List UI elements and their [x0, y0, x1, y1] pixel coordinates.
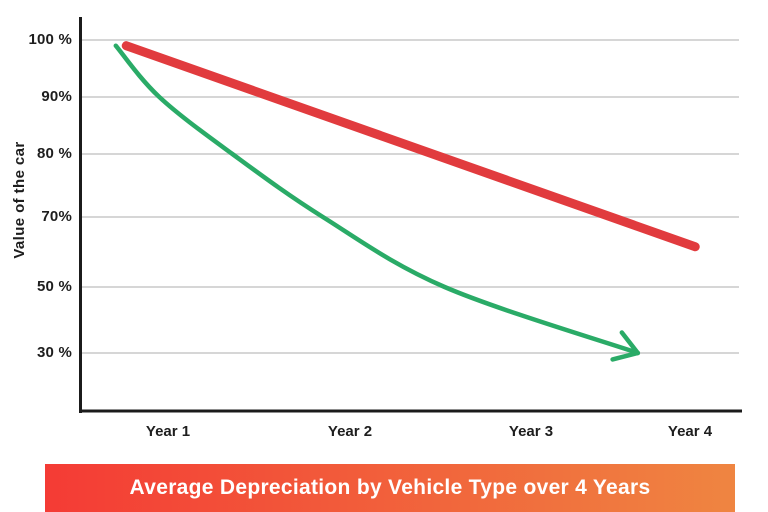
- arrowhead-barb: [619, 330, 641, 356]
- y-tick-label-50: 50 %: [37, 278, 72, 295]
- y-tick-label-80: 80 %: [37, 145, 72, 162]
- x-tick-label-year4: Year 4: [667, 423, 713, 440]
- y-tick-label-30: 30 %: [37, 344, 72, 361]
- banner-title: Average Depreciation by Vehicle Type ove…: [129, 476, 651, 499]
- y-tick-label-90: 90%: [41, 88, 72, 105]
- green-curved-line: [113, 43, 641, 356]
- depreciation-chart: Value of the car 100 % 90% 80 % 70% 50 %…: [11, 17, 742, 440]
- x-tick-label-year3: Year 3: [508, 423, 554, 440]
- red-straight-line: [121, 41, 700, 252]
- arrowhead-barb: [610, 350, 641, 362]
- y-tick-label-100: 100 %: [28, 31, 72, 48]
- x-tick-label-year1: Year 1: [145, 423, 191, 440]
- y-tick-label-70: 70%: [41, 208, 72, 225]
- plot-svg: [79, 17, 742, 413]
- title-banner: Average Depreciation by Vehicle Type ove…: [45, 464, 735, 512]
- x-tick-label-year2: Year 2: [327, 423, 373, 440]
